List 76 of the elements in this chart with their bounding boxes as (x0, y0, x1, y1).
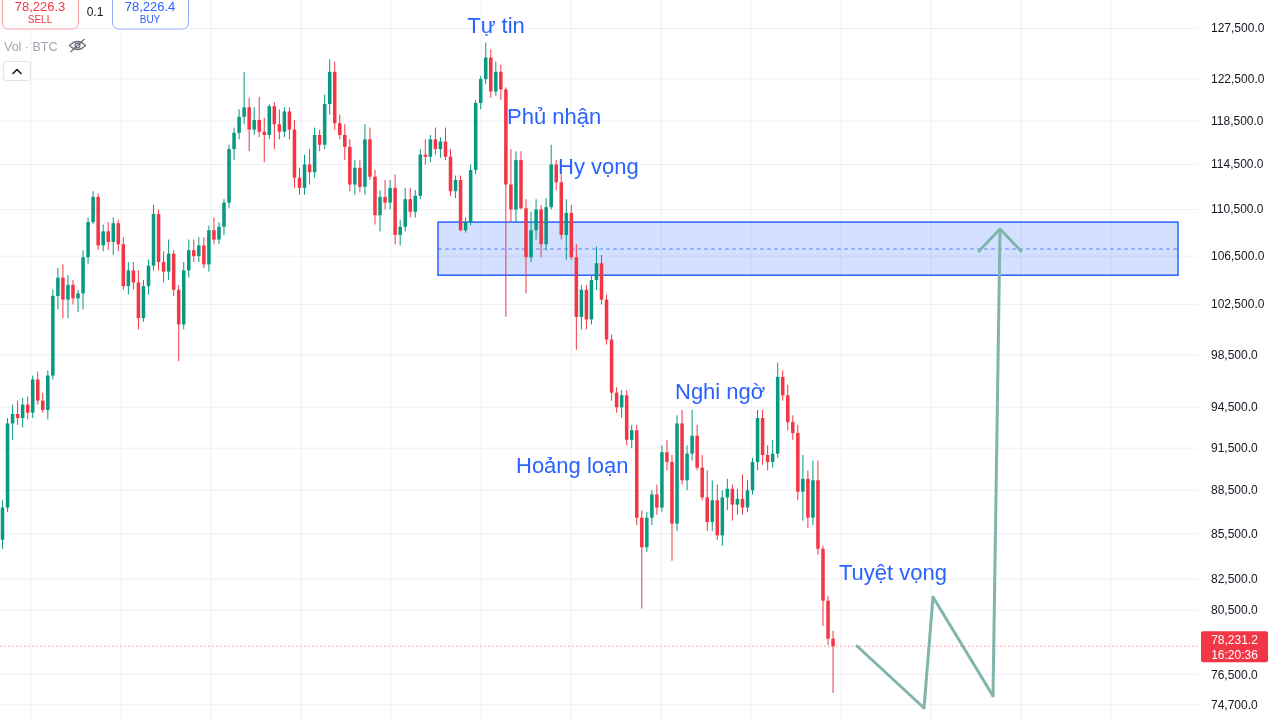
y-tick-label: 122,500.0 (1211, 72, 1265, 87)
candlestick (554, 159, 558, 191)
y-tick-label: 88,500.0 (1211, 483, 1259, 498)
candlestick (192, 239, 196, 263)
candlestick (71, 279, 75, 305)
y-tick-label: 91,500.0 (1211, 441, 1259, 456)
candlestick (343, 123, 347, 161)
candlestick (398, 219, 402, 246)
candlestick (494, 61, 498, 97)
annotation: Hy vọng (558, 154, 639, 179)
annotation: 78,226.3 (14, 0, 66, 14)
annotation: Phủ nhận (507, 104, 602, 129)
candlestick (61, 263, 65, 319)
candlestick (257, 96, 261, 138)
candlestick (690, 409, 694, 462)
candlestick (212, 216, 216, 245)
candlestick (353, 159, 357, 196)
y-tick-label: 110,500.0 (1211, 202, 1264, 217)
candlestick (650, 489, 654, 526)
candlestick (383, 179, 387, 210)
candlestick (831, 630, 835, 694)
candlestick (187, 239, 191, 279)
candlestick (101, 223, 105, 252)
y-tick-label: 98,500.0 (1211, 347, 1259, 362)
y-tick-label: 74,700.0 (1211, 697, 1259, 712)
candlestick (66, 274, 70, 319)
candlestick (247, 97, 251, 152)
candlestick (499, 64, 503, 101)
candlestick (41, 392, 45, 414)
candlestick (388, 179, 392, 210)
candlestick (277, 108, 282, 140)
candlestick (106, 221, 110, 251)
candlestick (237, 108, 241, 140)
annotation: Vol · BTC (4, 40, 58, 54)
candlestick (483, 41, 488, 85)
candlestick (76, 289, 80, 313)
y-tick-label: 85,500.0 (1211, 526, 1259, 541)
candlestick (358, 159, 362, 193)
y-tick-label: 102,500.0 (1211, 297, 1265, 312)
annotation: Tự tin (467, 13, 525, 38)
candlestick (242, 71, 246, 125)
annotation: Tuyệt vọng (839, 560, 948, 585)
candlestick (378, 189, 382, 232)
candlestick (202, 236, 206, 269)
candlestick (338, 114, 342, 140)
y-tick-label: 80,500.0 (1211, 603, 1259, 618)
y-tick-label: 94,500.0 (1211, 400, 1259, 415)
text: 16:20:36 (1211, 648, 1259, 662)
candlestick (217, 221, 221, 245)
candlestick (791, 414, 795, 441)
candlestick (35, 371, 40, 406)
y-tick-label: 118,500.0 (1211, 114, 1264, 129)
candlestick (710, 479, 715, 532)
candlestick (232, 126, 236, 161)
y-tick-label: 106,500.0 (1211, 249, 1265, 264)
candlestick (408, 187, 412, 218)
annotation: SELL (27, 14, 53, 25)
candlestick (56, 267, 60, 310)
candlestick (801, 454, 805, 522)
annotation: 78,226.4 (124, 0, 176, 14)
candlestick (655, 484, 659, 516)
candlestick (665, 439, 669, 471)
y-tick-label: 114,500.0 (1211, 157, 1264, 172)
candlestick (534, 198, 538, 241)
candlestick (111, 216, 116, 256)
y-tick-label: 76,500.0 (1211, 667, 1259, 682)
y-tick-label: 82,500.0 (1211, 572, 1259, 587)
annotation: Nghi ngờ (675, 379, 766, 404)
candlestick (252, 106, 256, 136)
annotation: BUY (139, 14, 161, 25)
candlestick (735, 488, 740, 516)
candlestick (197, 236, 201, 263)
y-tick-label: 127,500.0 (1211, 21, 1265, 36)
annotation: 0.1 (86, 5, 104, 19)
annotation: Hoảng loạn (516, 453, 629, 478)
ref-line-label: 78,231.2 (1211, 633, 1259, 648)
